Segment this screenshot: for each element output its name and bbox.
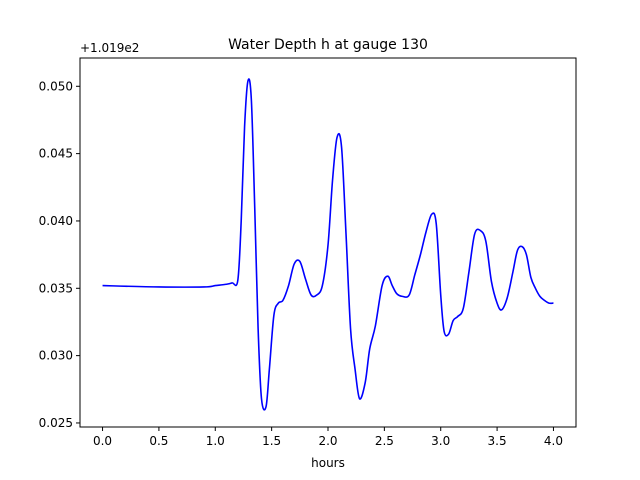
y-tick-label: 0.040 [39, 214, 73, 228]
x-tick-label: 0.0 [93, 434, 112, 448]
x-tick-label: 1.0 [206, 434, 225, 448]
y-axis-ticks: 0.025 0.030 0.035 0.040 0.045 0.050 [39, 79, 80, 430]
x-axis-label: hours [311, 456, 345, 470]
y-tick-label: 0.035 [39, 281, 73, 295]
y-tick-label: 0.025 [39, 416, 73, 430]
x-axis-ticks: 0.0 0.5 1.0 1.5 2.0 2.5 3.0 3.5 4.0 [93, 427, 563, 448]
x-tick-label: 3.0 [431, 434, 450, 448]
chart-title: Water Depth h at gauge 130 [228, 37, 428, 53]
y-offset-text: +1.019e2 [80, 41, 139, 55]
series-line [102, 78, 554, 411]
x-tick-label: 4.0 [544, 434, 563, 448]
x-tick-label: 3.5 [488, 434, 507, 448]
x-tick-label: 1.5 [262, 434, 281, 448]
y-tick-label: 0.050 [39, 79, 73, 93]
y-tick-label: 0.030 [39, 349, 73, 363]
plot-frame [79, 57, 577, 428]
x-tick-label: 2.5 [375, 434, 394, 448]
x-tick-label: 2.0 [318, 434, 337, 448]
x-tick-label: 0.5 [149, 434, 168, 448]
series-layer [102, 78, 554, 411]
y-tick-label: 0.045 [39, 147, 73, 161]
